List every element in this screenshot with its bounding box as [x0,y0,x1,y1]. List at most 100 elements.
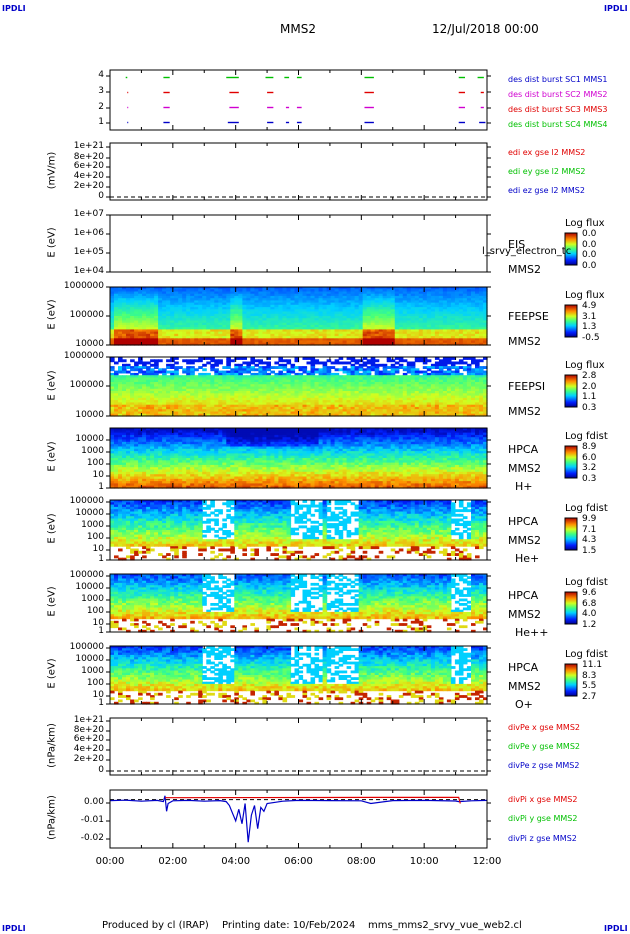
spectrogram-cell [322,382,328,385]
spectrogram-cell [454,298,460,301]
spectrogram-cell [194,298,199,301]
spectrogram-cell [230,291,235,295]
spectrogram-cell [262,409,267,413]
spectrogram-cell [306,287,312,290]
spectrogram-cell [278,391,283,394]
spectrogram-cell [174,382,179,385]
spectrogram-cell [386,291,392,295]
spectrogram-cell [110,331,115,335]
spectrogram-cell [222,413,227,417]
spectrogram-cell [466,316,472,319]
spectrogram-cell [118,402,123,406]
spectrogram-cell [134,307,139,310]
spectrogram-cell [282,336,288,339]
spectrogram-cell [158,300,163,304]
spectrogram-cell [186,342,191,346]
spectrogram-cell [318,340,324,344]
spectrogram-cell [234,293,239,297]
spectrogram-cell [226,300,231,304]
spectrogram-cell [326,368,332,372]
spectrogram-cell [262,372,267,376]
spectrogram-cell [166,409,171,413]
spectrogram-cell [126,302,131,306]
spectrogram-cell [138,316,143,319]
spectrogram-cell [302,316,308,319]
spectrogram-cell [294,300,300,304]
spectrogram-cell [374,318,380,321]
spectrogram-cell [442,295,448,299]
spectrogram-cell [302,304,308,308]
spectrogram-cell [114,386,119,390]
spectrogram-cell [442,329,448,333]
spectrogram-cell [322,400,328,403]
spectrogram-cell [306,382,312,385]
spectrogram-cell [126,391,131,394]
spectrogram-cell [354,361,360,365]
spectrogram-cell [258,382,263,385]
spectrogram-cell [222,291,227,295]
spectrogram-cell [438,333,444,337]
spectrogram-cell [290,287,296,290]
spectrogram-cell [186,388,191,392]
spectrogram-cell [286,402,292,406]
spectrogram-cell [302,395,308,399]
spectrogram-cell [422,338,428,342]
spectrogram-cell [382,340,388,344]
spectrogram-cell [298,400,304,403]
spectrogram-cell [250,287,255,290]
spectrogram-cell [150,309,155,313]
spectrogram-cell [114,327,119,330]
spectrogram-cell [230,295,235,299]
spectrogram-cell [210,402,215,406]
spectrogram-cell [342,295,348,299]
spectrogram-cell [126,311,131,315]
spectrogram-cell [483,311,488,315]
spectrogram-cell [146,298,151,301]
spectrogram-cell [346,338,352,342]
spectrogram-cell [426,304,432,308]
spectrogram-cell [378,363,384,367]
spectrogram-cell [278,320,283,324]
spectrogram-cell [118,331,123,335]
spectrogram-cell [483,342,488,346]
spectrogram-cell [378,342,384,346]
spectrogram-cell [110,379,115,383]
spectrogram-cell [266,333,271,337]
spectrogram-cell [110,411,115,415]
spectrogram-cell [198,322,203,326]
spectrogram-cell [246,313,251,317]
spectrogram-cell [182,386,187,390]
spectrogram-cell [442,366,448,369]
spectrogram-cell [214,388,219,392]
spectrogram-cell [306,309,312,313]
spectrogram-cell [274,372,279,376]
spectrogram-cell [262,300,267,304]
spectrogram-cell [394,293,400,297]
spectrogram-cell [330,287,336,290]
spectrogram-cell [398,320,404,324]
spectrogram-cell [471,320,476,324]
spectrogram-cell [318,402,324,406]
spectrogram-cell [266,329,271,333]
spectrogram-cell [458,361,464,365]
spectrogram-cell [274,384,279,388]
spectrogram-cell [278,377,283,381]
spectrogram-cell [266,320,271,324]
spectrogram-cell [314,331,320,335]
spectrogram-cell [330,366,336,369]
spectrogram-hpca_h [110,428,488,489]
spectrogram-cell [222,320,227,324]
spectrogram-cell [466,298,472,301]
spectrogram-cell [414,298,420,301]
spectrogram-cell [138,340,143,344]
spectrogram-cell [274,304,279,308]
spectrogram-cell [210,309,215,313]
spectrogram-cell [114,307,119,310]
spectrogram-cell [230,402,235,406]
spectrogram-cell [142,336,147,339]
spectrogram-cell [238,302,243,306]
spectrogram-cell [318,413,324,417]
spectrogram-cell [214,384,219,388]
spectrogram-cell [366,313,372,317]
spectrogram-cell [438,320,444,324]
